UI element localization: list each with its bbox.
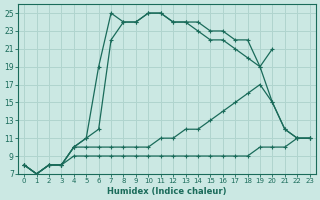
X-axis label: Humidex (Indice chaleur): Humidex (Indice chaleur) [107,187,227,196]
